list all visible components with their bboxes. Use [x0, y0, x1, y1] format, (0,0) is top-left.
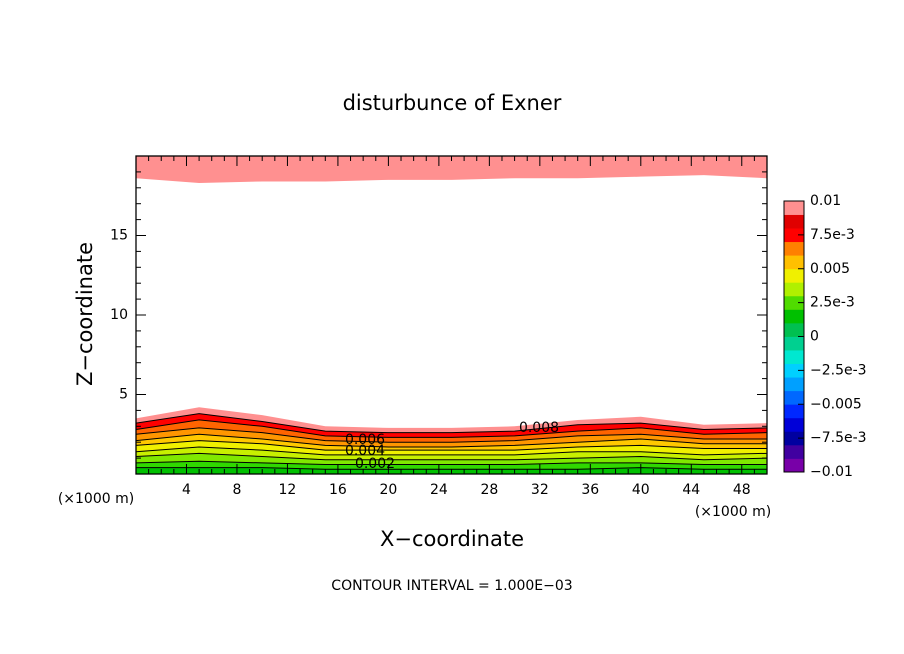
x-tick-label: 24 [430, 482, 448, 498]
colorbar-swatch [784, 390, 804, 405]
contour-line [136, 419, 767, 438]
colorbar-swatch [784, 241, 804, 256]
colorbar-swatch [784, 350, 804, 364]
x-tick-label: 32 [531, 482, 549, 498]
x-unit-label: (×1000 m) [58, 491, 134, 507]
colorbar-swatch [784, 336, 804, 351]
colorbar-tick-label: −2.5e-3 [810, 362, 867, 378]
contour-line [136, 446, 767, 456]
y-tick-label: 15 [110, 228, 128, 244]
y-axis-label: Z−coordinate [73, 242, 97, 386]
x-tick-label: 44 [682, 482, 700, 498]
colorbar-swatch [784, 214, 804, 229]
x-unit-label: (×1000 m) [695, 504, 771, 520]
colorbar-swatch [784, 201, 804, 215]
y-tick-label: 10 [110, 307, 128, 323]
colorbar-swatch [784, 309, 804, 324]
chart-title: disturbunce of Exner [343, 91, 562, 115]
x-tick-label: 20 [379, 482, 397, 498]
colorbar-swatch [784, 322, 804, 337]
colorbar-tick-label: −7.5e-3 [810, 430, 867, 446]
colorbar-tick-label: 2.5e-3 [810, 295, 855, 311]
contour-label: 0.008 [519, 420, 559, 436]
contour-line [136, 413, 767, 434]
x-tick-label: 40 [632, 482, 650, 498]
contour-label: 0.006 [345, 432, 385, 448]
colorbar: 0.01 7.5e-3 0.005 2.5e-3 0 −2.5e-3 −0.005 −7.5e… [783, 193, 867, 480]
contour-line [136, 452, 767, 461]
x-tick-label: 48 [733, 482, 751, 498]
y-tick-label: 5 [119, 387, 128, 403]
colorbar-swatch [784, 228, 804, 243]
colorbar-swatch [784, 458, 804, 473]
colorbar-swatch [784, 282, 804, 297]
contour-line [136, 460, 767, 465]
top-band [136, 156, 767, 184]
x-tick-label: 28 [480, 482, 498, 498]
x-tick-label: 12 [279, 482, 297, 498]
x-tick-label: 4 [182, 482, 191, 498]
x-tick-label: 16 [329, 482, 347, 498]
colorbar-tick-label: −0.005 [810, 396, 862, 412]
footer-note: CONTOUR INTERVAL = 1.000E−03 [331, 578, 572, 594]
colorbar-tick-label: 7.5e-3 [810, 227, 855, 243]
contour-line [136, 427, 767, 443]
contour-field [136, 156, 767, 474]
colorbar-tick-label: 0.01 [810, 193, 841, 209]
colorbar-tick-label: 0.005 [810, 261, 850, 277]
contour-line [136, 440, 767, 451]
colorbar-tick-label: 0 [810, 329, 819, 345]
contour-line [136, 433, 767, 448]
colorbar-swatch [784, 268, 804, 283]
colorbar-swatch [784, 255, 804, 270]
x-tick-label: 36 [581, 482, 599, 498]
colorbar-swatch [784, 377, 804, 392]
colorbar-swatch [784, 444, 804, 459]
x-tick-label: 8 [232, 482, 241, 498]
x-axis-label: X−coordinate [380, 527, 524, 551]
colorbar-swatch [784, 363, 804, 378]
colorbar-swatch [784, 417, 804, 432]
colorbar-swatch [784, 295, 804, 310]
colorbar-swatch [784, 404, 804, 419]
contour-label: 0.002 [355, 456, 395, 472]
colorbar-swatch [784, 431, 804, 446]
colorbar-tick-label: −0.01 [810, 464, 853, 480]
contour-label: 0.004 [345, 443, 385, 459]
